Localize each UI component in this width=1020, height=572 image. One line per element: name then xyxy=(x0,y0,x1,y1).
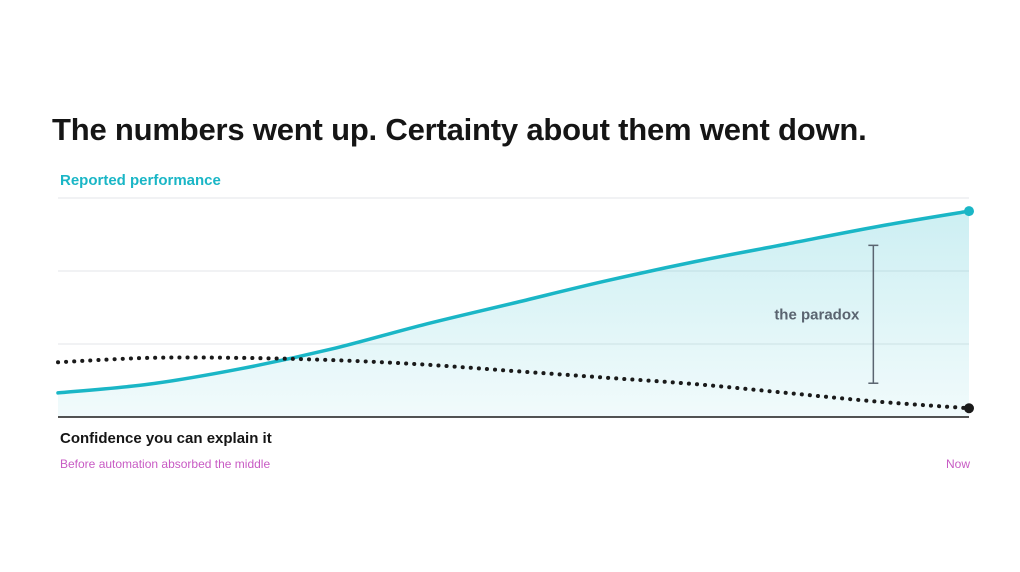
series-label-performance: Reported performance xyxy=(60,172,221,189)
chart-title: The numbers went up. Certainty about the… xyxy=(52,112,867,147)
performance-end-marker xyxy=(964,206,974,217)
confidence-line xyxy=(56,355,971,411)
x-axis-end-label: Now xyxy=(945,457,970,471)
paradox-annotation: the paradox xyxy=(774,306,860,323)
x-axis-start-label: Before automation absorbed the middle xyxy=(60,457,271,471)
paradox-gap-bracket xyxy=(868,244,879,384)
confidence-end-marker xyxy=(964,403,974,414)
performance-area-fill xyxy=(58,211,969,417)
series-label-confidence: Confidence you can explain it xyxy=(60,430,272,447)
performance-line xyxy=(56,209,971,395)
